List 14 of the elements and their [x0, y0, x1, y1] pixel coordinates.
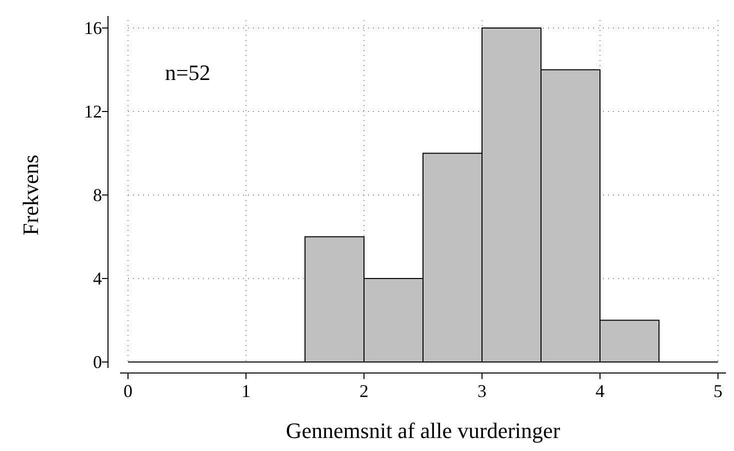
x-tick-label: 4 — [596, 381, 604, 401]
y-tick-label: 4 — [93, 268, 102, 288]
annotation: n=52 — [165, 60, 210, 85]
x-tick-label: 1 — [242, 381, 250, 401]
y-tick-label: 0 — [93, 352, 102, 372]
x-tick-label: 3 — [478, 381, 486, 401]
y-tick-label: 16 — [84, 18, 102, 38]
y-axis-title: Frekvens — [18, 154, 43, 236]
y-tick-label: 8 — [93, 185, 102, 205]
x-tick-label: 5 — [714, 381, 722, 401]
x-axis-title: Gennemsnit af alle vurderinger — [286, 418, 561, 443]
y-tick-label: 12 — [84, 102, 102, 122]
x-tick-label: 2 — [360, 381, 368, 401]
x-tick-label: 0 — [124, 381, 132, 401]
